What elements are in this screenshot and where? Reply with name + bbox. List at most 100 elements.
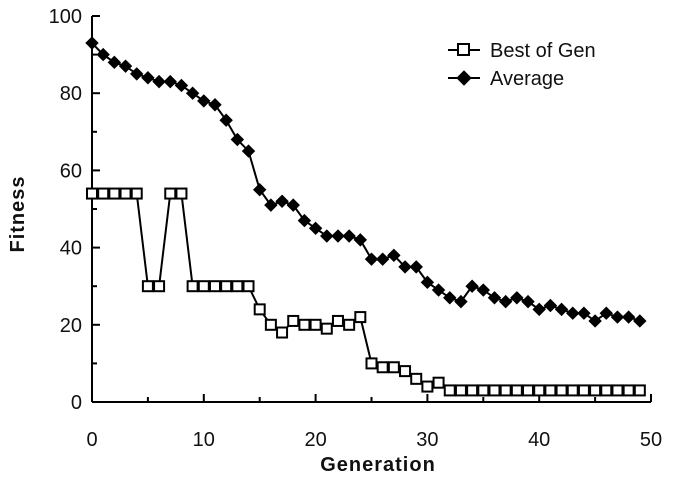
data-point-best: [533, 384, 546, 397]
legend-item-best: Best of Gen: [448, 40, 596, 62]
data-point-average: [431, 283, 446, 297]
data-point-best: [432, 376, 445, 389]
data-point-average: [543, 298, 558, 313]
data-point-best: [320, 322, 333, 335]
data-point-best: [208, 280, 221, 293]
data-point-average: [320, 229, 334, 243]
data-point-best: [242, 280, 255, 293]
data-point-best: [488, 384, 501, 397]
data-point-best: [231, 280, 244, 293]
data-point-best: [264, 318, 277, 331]
data-point-best: [220, 280, 233, 293]
data-point-average: [599, 306, 613, 320]
x-tick-label: 20: [304, 429, 326, 451]
data-point-average: [510, 291, 524, 305]
data-point-best: [499, 384, 512, 397]
data-point-average: [264, 198, 278, 212]
legend-marker-square: [457, 43, 470, 56]
data-point-average: [197, 94, 211, 108]
data-point-best: [86, 187, 98, 200]
x-tick-label: 30: [416, 429, 438, 451]
data-point-best: [141, 280, 154, 293]
y-tick-label: 100: [49, 6, 82, 28]
y-tick-label: 60: [60, 160, 82, 182]
data-point-average: [353, 233, 368, 247]
data-point-best: [186, 280, 199, 293]
series-markers: [85, 36, 647, 397]
data-point-average: [498, 294, 513, 309]
data-point-best: [354, 311, 367, 324]
data-point-best: [477, 384, 490, 397]
data-point-best: [164, 187, 177, 200]
data-point-best: [130, 187, 143, 200]
x-tick-label: 10: [193, 429, 215, 451]
data-point-best: [276, 326, 289, 339]
data-point-average: [331, 229, 345, 243]
data-point-average: [96, 47, 110, 62]
data-point-best: [376, 361, 389, 374]
y-axis-title: Fitness: [7, 175, 29, 252]
data-point-best: [522, 384, 535, 397]
data-point-best: [197, 280, 210, 293]
data-point-best: [443, 384, 456, 397]
data-point-average: [342, 229, 356, 243]
x-axis-title: Generation: [320, 454, 436, 476]
plot-frame: [91, 16, 651, 403]
y-tick-label: 0: [71, 392, 82, 414]
series-lines: [91, 42, 641, 392]
data-point-average: [185, 86, 200, 100]
data-point-best: [600, 384, 613, 397]
data-point-average: [219, 113, 233, 127]
data-point-average: [375, 252, 390, 266]
data-point-best: [331, 314, 344, 327]
data-point-best: [544, 384, 557, 397]
data-point-best: [410, 372, 423, 385]
y-tick-label: 20: [60, 315, 82, 337]
data-point-best: [153, 280, 166, 293]
data-point-best: [309, 318, 322, 331]
data-point-average: [141, 71, 155, 85]
x-tick-label: 50: [640, 429, 662, 451]
data-point-best: [108, 187, 121, 200]
data-point-best: [175, 187, 188, 200]
y-tick-label: 40: [60, 238, 82, 260]
data-point-average: [487, 291, 502, 305]
data-point-best: [298, 318, 311, 331]
data-point-best: [611, 384, 624, 397]
data-point-best: [287, 314, 300, 327]
data-point-average: [208, 98, 222, 112]
data-point-average: [633, 314, 647, 328]
data-point-average: [241, 144, 256, 158]
data-point-best: [633, 384, 646, 397]
data-point-average: [476, 283, 491, 297]
data-point-best: [510, 384, 523, 397]
data-point-best: [253, 303, 266, 316]
x-tick-label: 0: [86, 429, 97, 451]
legend-item-average: Average: [448, 68, 564, 90]
data-point-average: [297, 213, 312, 228]
data-point-best: [119, 187, 132, 200]
data-point-average: [163, 74, 177, 89]
data-point-average: [420, 275, 435, 290]
data-point-best: [421, 380, 434, 393]
data-point-best: [97, 187, 110, 200]
data-point-average: [85, 36, 99, 50]
data-point-average: [454, 294, 468, 309]
data-point-average: [275, 194, 289, 208]
legend-label-best: Best of Gen: [490, 40, 596, 62]
data-point-average: [577, 306, 591, 320]
y-tick-label: 80: [60, 83, 82, 105]
data-point-average: [308, 221, 323, 236]
data-point-average: [566, 306, 580, 320]
data-point-average: [588, 314, 602, 328]
data-point-best: [555, 384, 568, 397]
data-point-average: [152, 74, 166, 89]
data-point-average: [252, 182, 267, 197]
data-point-average: [387, 248, 401, 263]
data-point-best: [577, 384, 590, 397]
data-point-average: [130, 67, 144, 81]
data-point-average: [532, 302, 546, 317]
data-point-average: [107, 55, 122, 70]
legend-marker-diamond: [456, 70, 472, 86]
